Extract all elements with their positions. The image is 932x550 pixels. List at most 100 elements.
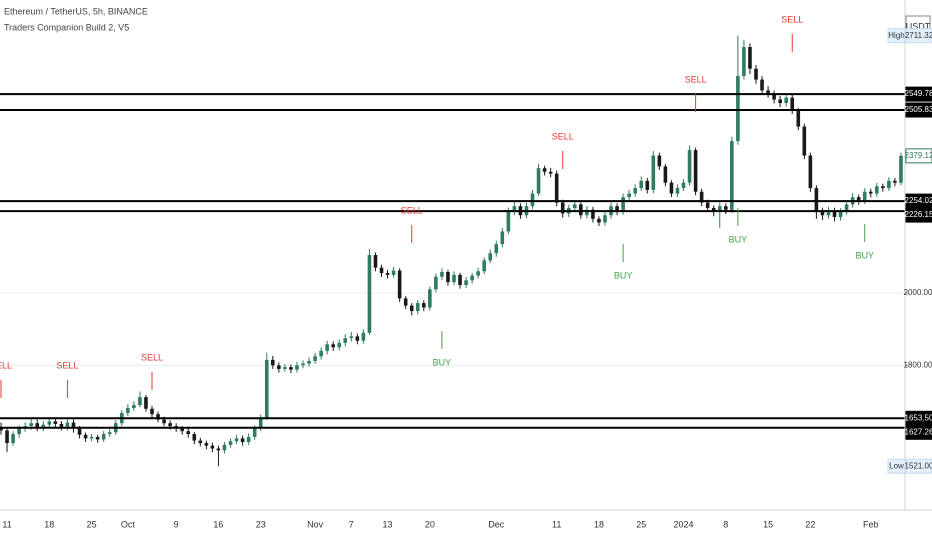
signal-label: SELL — [401, 205, 423, 215]
y-tick-label: 1800.00 — [904, 360, 932, 369]
candle-body — [132, 405, 136, 408]
candle-body — [198, 440, 203, 444]
candle-body — [717, 206, 722, 212]
x-tick-label: 16 — [213, 519, 223, 529]
candle-body — [808, 155, 813, 189]
candle-body — [669, 182, 674, 194]
candle-body — [548, 171, 553, 174]
price-label: 1521.00 — [905, 461, 932, 470]
candle-body — [47, 421, 52, 425]
candle-body — [494, 244, 499, 254]
candle-body — [252, 428, 257, 437]
candle-body — [367, 255, 372, 333]
candle-body — [89, 436, 94, 439]
candle-body — [144, 397, 148, 409]
signal-label: SELL — [552, 131, 574, 141]
price-label: 2226.15 — [905, 210, 932, 219]
x-tick-label: 18 — [594, 519, 604, 529]
candle-body — [301, 363, 305, 366]
candle-body — [500, 231, 505, 245]
candle-body — [814, 188, 819, 212]
candle-body — [887, 180, 891, 189]
x-tick-label: 8 — [723, 519, 728, 529]
candle-body — [470, 275, 474, 281]
price-label: 2254.02 — [905, 196, 932, 205]
x-tick-label: 11 — [552, 519, 561, 529]
candle-body — [693, 150, 698, 192]
candle-body — [826, 210, 831, 216]
candle-body — [675, 188, 680, 194]
candle-body — [711, 207, 716, 212]
candle-body — [228, 441, 233, 445]
candle-body — [415, 303, 420, 312]
candle-body — [591, 209, 595, 219]
price-label: 2379.12 — [905, 151, 932, 160]
marker-name: High — [888, 31, 904, 40]
candle-body — [168, 423, 172, 427]
candle-body — [331, 344, 335, 348]
candle-body — [258, 417, 263, 429]
candle-body — [802, 126, 807, 156]
candle-body — [893, 180, 897, 183]
candle-body — [615, 206, 619, 212]
candle-body — [881, 186, 885, 189]
price-label-box — [905, 148, 932, 164]
candle-body — [663, 166, 668, 183]
marker-name-box — [887, 458, 906, 474]
candle-body — [778, 99, 782, 104]
x-tick-label: 18 — [44, 519, 54, 529]
candle-body — [53, 421, 58, 424]
marker-name: Low — [889, 461, 904, 470]
candle-body — [107, 432, 112, 435]
x-tick-label: Nov — [307, 519, 324, 529]
candle-body — [349, 336, 354, 339]
x-tick-label: 23 — [256, 519, 266, 529]
candle-body — [633, 188, 637, 194]
candle-body — [699, 191, 704, 203]
candle-body — [796, 110, 801, 127]
candle-body — [156, 414, 160, 420]
candle-body — [645, 180, 650, 190]
candle-body — [476, 271, 480, 276]
candle-body — [452, 274, 456, 283]
candle-body — [138, 397, 142, 406]
plot: SELL SELL SELL SELL SELL SELL SELL BUY BUY BUY BUY — [0, 14, 905, 467]
candle-body — [560, 202, 565, 214]
candle-body — [186, 431, 191, 435]
candle-body — [59, 423, 64, 427]
candle-body — [784, 97, 788, 104]
candle-body — [355, 336, 360, 341]
x-tick-label: Feb — [863, 519, 879, 529]
x-tick-label: 13 — [383, 519, 393, 529]
candle-body — [724, 206, 728, 210]
candle-body — [337, 342, 342, 348]
candle-body — [506, 211, 511, 232]
price-label: 2711.32 — [905, 31, 932, 40]
candle-body — [621, 197, 625, 212]
candle-body — [820, 211, 825, 216]
candle-body — [579, 204, 583, 216]
candle-body — [403, 298, 408, 306]
candle-body — [325, 344, 329, 351]
candle-body — [760, 79, 764, 91]
candle-body — [542, 168, 547, 172]
candle-body — [246, 436, 251, 442]
x-tick-label: 20 — [425, 519, 435, 529]
candle-body — [603, 215, 607, 223]
candle-body — [101, 434, 106, 440]
x-tick-label: Oct — [121, 519, 136, 529]
candle-body — [204, 443, 209, 446]
signal-label: BUY — [855, 250, 874, 260]
price-label-box — [905, 28, 932, 44]
candle-body — [458, 274, 462, 286]
candle-body — [868, 191, 873, 194]
candle-body — [681, 182, 686, 189]
candle-body — [373, 255, 378, 268]
candle-body — [11, 434, 15, 444]
indicator-name: Traders Companion Build 2, V5 — [4, 22, 129, 32]
marker-name-box — [887, 28, 906, 44]
x-tick-label: 15 — [763, 519, 773, 529]
candle-body — [41, 424, 46, 428]
candle-body — [277, 365, 281, 369]
